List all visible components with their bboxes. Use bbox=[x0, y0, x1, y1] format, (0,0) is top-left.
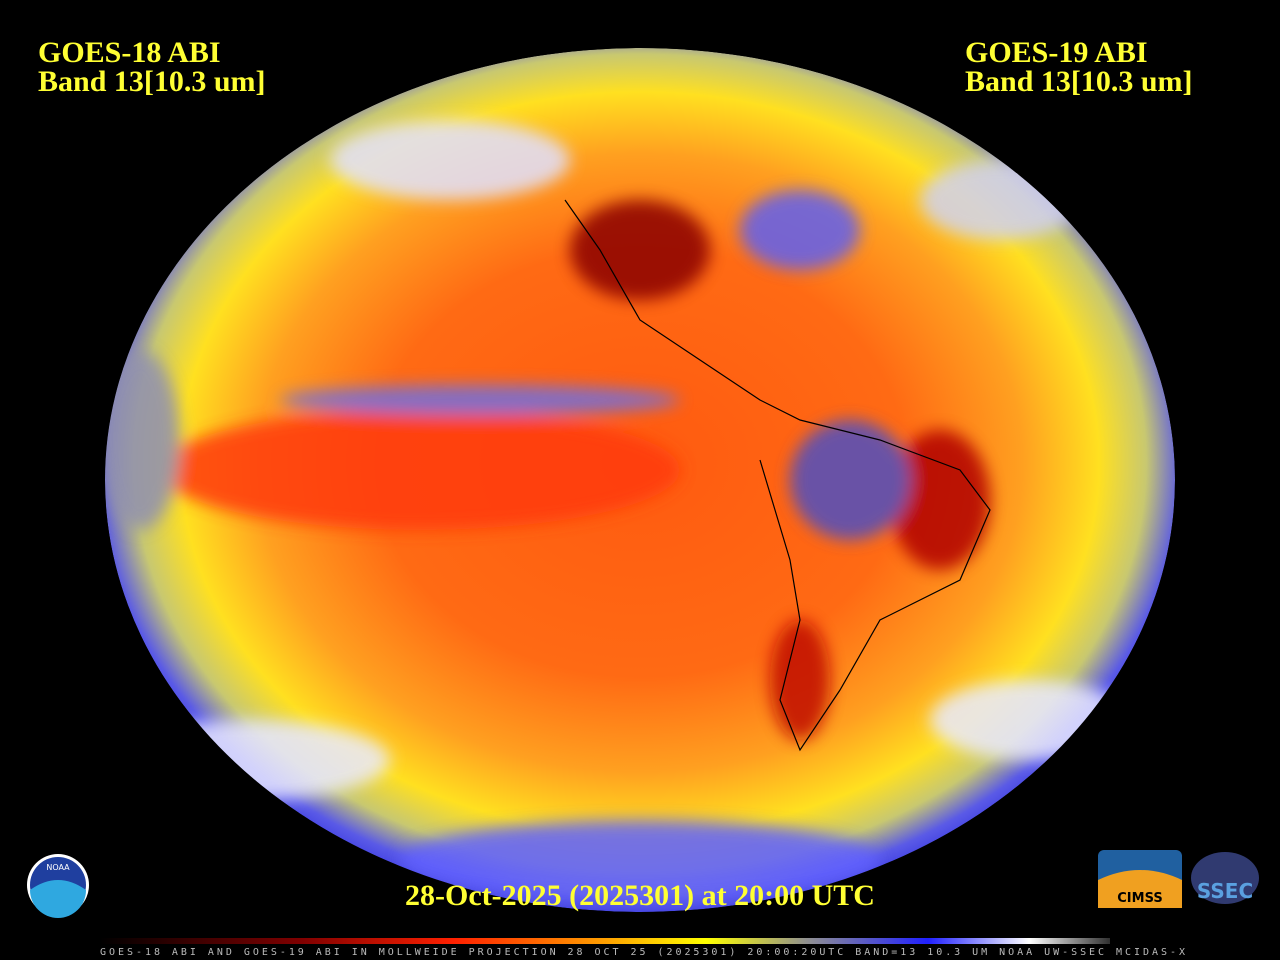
cimss-logo: CIMSS bbox=[1098, 850, 1182, 908]
color-bar bbox=[100, 938, 1110, 944]
cimss-text: CIMSS bbox=[1117, 891, 1162, 906]
left-band: Band 13[10.3 um] bbox=[38, 65, 266, 98]
right-satellite: GOES-19 ABI bbox=[965, 36, 1148, 69]
ssec-text: SSEC bbox=[1197, 879, 1253, 903]
earth-disk bbox=[105, 48, 1175, 912]
noaa-text: NOAA bbox=[46, 863, 70, 872]
timestamp: 28-Oct-2025 (2025301) at 20:00 UTC bbox=[405, 879, 875, 912]
noaa-logo: NOAA bbox=[27, 854, 89, 918]
left-satellite: GOES-18 ABI bbox=[38, 36, 221, 69]
ssec-logo: SSEC bbox=[1191, 852, 1259, 904]
right-band: Band 13[10.3 um] bbox=[965, 65, 1193, 98]
footer: GOES-18 ABI AND GOES-19 ABI IN MOLLWEIDE… bbox=[100, 947, 1185, 958]
